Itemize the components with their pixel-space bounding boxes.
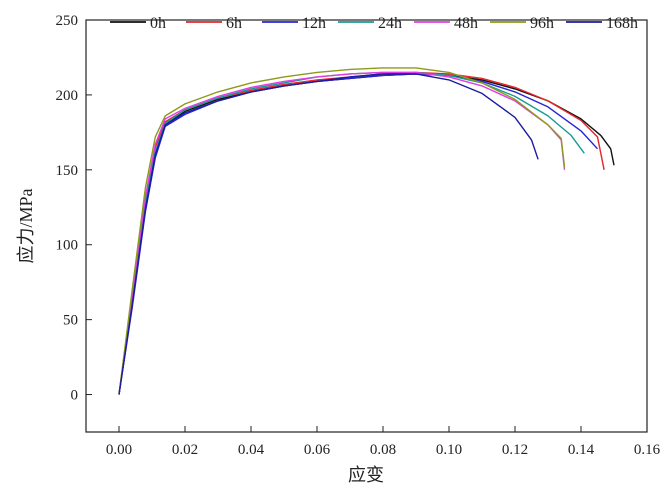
legend-label: 24h — [378, 15, 402, 32]
series-line-24h — [118, 71, 585, 395]
series-line-12h — [118, 73, 599, 395]
x-tick-label: 0.14 — [568, 442, 595, 458]
series-line-48h — [118, 71, 566, 395]
y-tick-label: 200 — [56, 88, 79, 104]
series-line-0h — [118, 73, 615, 395]
plot-frame — [85, 19, 648, 433]
y-tick-label: 50 — [63, 313, 78, 329]
legend-label: 48h — [454, 15, 478, 32]
x-tick-label: 0.16 — [634, 442, 661, 458]
series-line-168h — [118, 73, 539, 395]
y-axis-ticks: 0 50 100 150 200 250 — [56, 13, 92, 404]
y-tick-label: 150 — [56, 163, 79, 179]
y-tick-label: 250 — [56, 13, 79, 29]
y-tick-label: 100 — [56, 238, 79, 254]
legend-label: 168h — [606, 15, 638, 32]
y-axis-title: 应力/MPa — [16, 188, 36, 263]
series-group — [118, 67, 615, 395]
x-tick-label: 0.10 — [436, 442, 462, 458]
x-axis-title: 应变 — [348, 465, 384, 485]
legend-label: 0h — [150, 15, 166, 32]
series-line-6h — [118, 71, 605, 395]
y-tick-label: 0 — [71, 388, 79, 404]
legend-label: 12h — [302, 15, 326, 32]
series-line-96h — [118, 67, 566, 395]
x-tick-label: 0.08 — [370, 442, 396, 458]
legend: 0h 6h 12h 24h 48h 96h 168h — [110, 15, 638, 32]
x-axis-ticks: 0.00 0.02 0.04 0.06 0.08 0.10 0.12 0.14 0.16 — [106, 426, 661, 458]
legend-label: 96h — [530, 15, 554, 32]
x-tick-label: 0.04 — [238, 442, 265, 458]
x-tick-label: 0.00 — [106, 442, 132, 458]
x-tick-label: 0.02 — [172, 442, 198, 458]
x-tick-label: 0.12 — [502, 442, 528, 458]
legend-label: 6h — [226, 15, 242, 32]
x-tick-label: 0.06 — [304, 442, 331, 458]
